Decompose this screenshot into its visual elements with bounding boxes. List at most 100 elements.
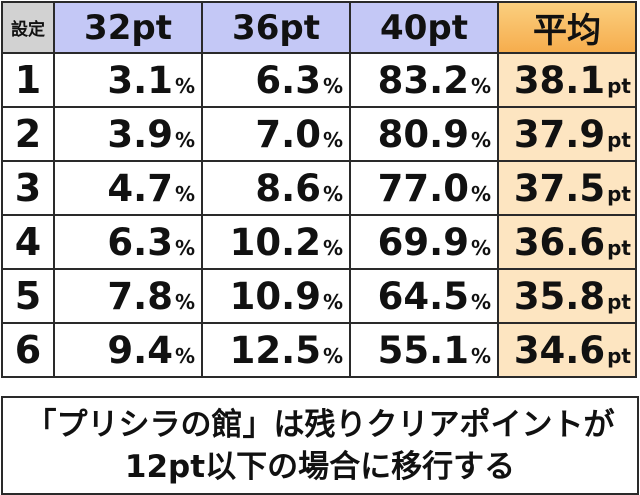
header-40pt: 40pt — [349, 1, 499, 54]
probability-table: 設定 32pt 36pt 40pt 平均 1 3.1% 6.3% 83.2% 38.1 p… — [1, 1, 637, 378]
cell-unit: pt — [607, 127, 631, 152]
cell-value: 12.5 — [229, 328, 321, 372]
pct-40pt-cell: 83.2% — [349, 52, 499, 108]
cell-value: 4.7 — [107, 166, 173, 210]
average-cell: 38.1 pt — [497, 52, 637, 108]
cell-value: 36.6 — [513, 220, 606, 264]
header-average: 平均 — [497, 1, 637, 54]
cell-value: 6.3 — [255, 58, 321, 102]
cell-value: 6.3 — [107, 220, 173, 264]
cell-value: 4 — [14, 220, 42, 264]
cell-unit: pt — [607, 343, 631, 368]
cell-value: 37.9 — [513, 112, 606, 156]
average-cell: 34.6 pt — [497, 322, 637, 378]
pct-36pt-cell: 10.9% — [201, 268, 351, 324]
note-line-2: 12pt以下の場合に移行する — [124, 448, 516, 485]
cell-unit: % — [174, 289, 195, 314]
cell-value: 64.5 — [377, 274, 469, 318]
cell-value: 34.6 — [513, 328, 606, 372]
cell-value: 8.6 — [255, 166, 321, 210]
pct-40pt-cell: 69.9% — [349, 214, 499, 270]
pct-36pt-cell: 7.0% — [201, 106, 351, 162]
pct-32pt-cell: 9.4% — [53, 322, 203, 378]
table-row: 2 3.9% 7.0% 80.9% 37.9 pt — [1, 106, 637, 162]
header-row: 設定 32pt 36pt 40pt 平均 — [1, 1, 637, 54]
cell-unit: % — [470, 343, 491, 368]
cell-unit: % — [470, 73, 491, 98]
cell-unit: % — [322, 289, 343, 314]
cell-value: 38.1 — [513, 58, 606, 102]
cell-value: 77.0 — [377, 166, 469, 210]
cell-unit: % — [322, 235, 343, 260]
pct-32pt-cell: 6.3% — [53, 214, 203, 270]
cell-unit: pt — [607, 235, 631, 260]
pct-32pt-cell: 4.7% — [53, 160, 203, 216]
pct-40pt-cell: 64.5% — [349, 268, 499, 324]
table-row: 4 6.3% 10.2% 69.9% 36.6 pt — [1, 214, 637, 270]
pct-40pt-cell: 55.1% — [349, 322, 499, 378]
cell-unit: % — [470, 127, 491, 152]
cell-value: 2 — [14, 112, 42, 156]
cell-value: 83.2 — [377, 58, 469, 102]
note-line-1: 「プリシラの館」は残りクリアポイントが — [25, 406, 615, 443]
table-body: 1 3.1% 6.3% 83.2% 38.1 pt 2 3.9% 7.0% 80.9% 37.9 pt… — [1, 52, 637, 378]
cell-value: 10.9 — [229, 274, 321, 318]
average-cell: 37.5 pt — [497, 160, 637, 216]
cell-unit: pt — [607, 73, 631, 98]
setting-cell: 6 — [1, 322, 55, 378]
cell-unit: % — [174, 127, 195, 152]
table-row: 1 3.1% 6.3% 83.2% 38.1 pt — [1, 52, 637, 108]
pct-36pt-cell: 10.2% — [201, 214, 351, 270]
header-setting: 設定 — [1, 1, 55, 54]
setting-cell: 3 — [1, 160, 55, 216]
table-row: 6 9.4% 12.5% 55.1% 34.6 pt — [1, 322, 637, 378]
pct-32pt-cell: 3.1% — [53, 52, 203, 108]
cell-value: 55.1 — [377, 328, 469, 372]
pct-40pt-cell: 77.0% — [349, 160, 499, 216]
average-cell: 35.8 pt — [497, 268, 637, 324]
pct-36pt-cell: 6.3% — [201, 52, 351, 108]
cell-value: 7.0 — [255, 112, 321, 156]
cell-value: 5 — [14, 274, 42, 318]
cell-value: 69.9 — [377, 220, 469, 264]
setting-cell: 4 — [1, 214, 55, 270]
cell-unit: % — [470, 289, 491, 314]
average-cell: 36.6 pt — [497, 214, 637, 270]
pct-36pt-cell: 12.5% — [201, 322, 351, 378]
header-36pt: 36pt — [201, 1, 351, 54]
setting-cell: 5 — [1, 268, 55, 324]
cell-value: 6 — [14, 328, 42, 372]
cell-value: 1 — [14, 58, 42, 102]
pct-32pt-cell: 7.8% — [53, 268, 203, 324]
table-row: 5 7.8% 10.9% 64.5% 35.8 pt — [1, 268, 637, 324]
cell-unit: % — [174, 73, 195, 98]
cell-value: 35.8 — [513, 274, 606, 318]
pct-32pt-cell: 3.9% — [53, 106, 203, 162]
cell-unit: % — [470, 181, 491, 206]
cell-unit: % — [322, 73, 343, 98]
cell-value: 10.2 — [229, 220, 321, 264]
cell-value: 37.5 — [513, 166, 606, 210]
cell-unit: % — [470, 235, 491, 260]
cell-value: 9.4 — [107, 328, 173, 372]
setting-cell: 2 — [1, 106, 55, 162]
cell-value: 3 — [14, 166, 42, 210]
note-box: 「プリシラの館」は残りクリアポイントが 12pt以下の場合に移行する — [1, 396, 639, 495]
pct-40pt-cell: 80.9% — [349, 106, 499, 162]
cell-value: 80.9 — [377, 112, 469, 156]
cell-unit: % — [322, 181, 343, 206]
cell-unit: pt — [607, 289, 631, 314]
table-row: 3 4.7% 8.6% 77.0% 37.5 pt — [1, 160, 637, 216]
cell-unit: % — [174, 235, 195, 260]
cell-unit: % — [322, 127, 343, 152]
cell-value: 7.8 — [107, 274, 173, 318]
header-32pt: 32pt — [53, 1, 203, 54]
cell-unit: pt — [607, 181, 631, 206]
setting-cell: 1 — [1, 52, 55, 108]
cell-value: 3.1 — [107, 58, 173, 102]
cell-unit: % — [174, 181, 195, 206]
cell-value: 3.9 — [107, 112, 173, 156]
cell-unit: % — [322, 343, 343, 368]
pct-36pt-cell: 8.6% — [201, 160, 351, 216]
average-cell: 37.9 pt — [497, 106, 637, 162]
